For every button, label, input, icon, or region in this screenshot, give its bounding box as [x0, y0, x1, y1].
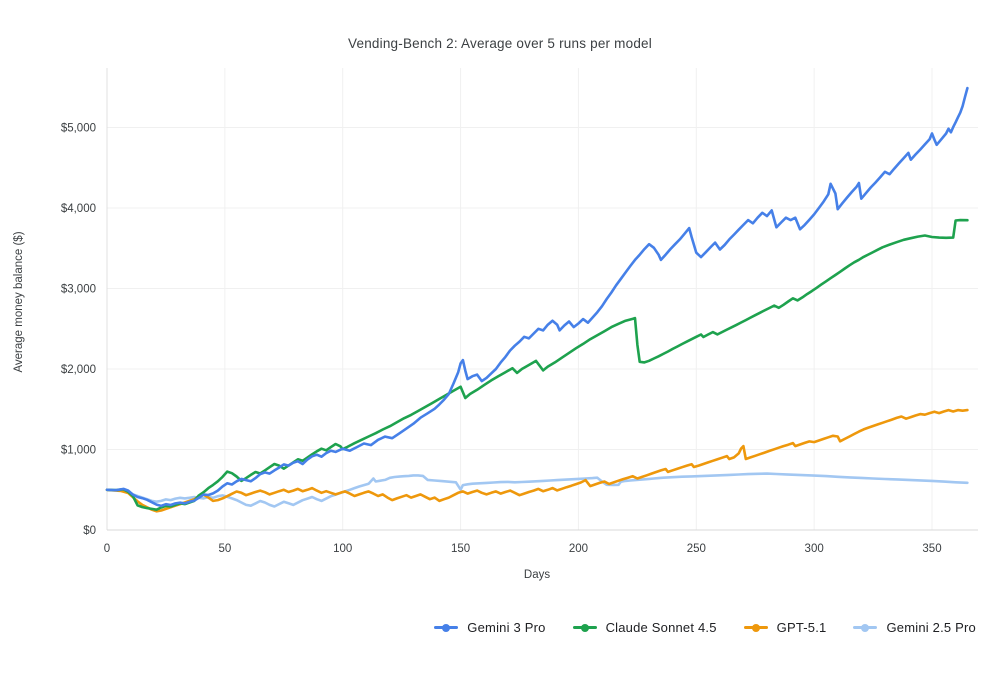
- legend-label: Gemini 2.5 Pro: [886, 620, 976, 635]
- x-tick-label: 300: [805, 543, 824, 555]
- y-tick-label: $5,000: [61, 123, 96, 135]
- series-line-gpt-5-1: [105, 408, 969, 513]
- tick-labels: 0 50 100 150 200 250 300 350 $0 $1,000 $2,000 $3,00…: [61, 123, 942, 556]
- legend-label: GPT-5.1: [776, 620, 827, 635]
- chart-title: Vending-Bench 2: Average over 5 runs per…: [348, 36, 652, 51]
- legend-item-gemini-2-5-pro: Gemini 2.5 Pro: [853, 620, 976, 635]
- gridlines: [107, 68, 978, 530]
- x-tick-label: 200: [569, 543, 588, 555]
- series-line-claude-sonnet-4-5: [105, 218, 969, 512]
- x-tick-label: 150: [451, 543, 470, 555]
- axis-lines: [106, 68, 978, 531]
- y-tick-label: $2,000: [61, 364, 96, 376]
- x-tick-label: 350: [922, 543, 941, 555]
- legend-marker-icon: [743, 623, 768, 632]
- y-tick-label: $3,000: [61, 284, 96, 296]
- x-tick-label: 50: [218, 543, 231, 555]
- legend-item-claude-sonnet-4-5: Claude Sonnet 4.5: [572, 620, 717, 635]
- legend-marker-icon: [434, 623, 459, 632]
- y-tick-label: $0: [83, 525, 96, 537]
- x-tick-label: 0: [104, 543, 110, 555]
- legend-label: Gemini 3 Pro: [467, 620, 546, 635]
- y-tick-label: $1,000: [61, 445, 96, 457]
- y-axis-title: Average money balance ($): [13, 231, 25, 373]
- legend-dot-icon: [580, 623, 589, 632]
- series-line-gemini-2-5-pro: [105, 472, 969, 508]
- legend-item-gpt-5-1: GPT-5.1: [743, 620, 827, 635]
- x-axis-title: Days: [523, 569, 551, 581]
- legend-marker-icon: [572, 623, 597, 632]
- legend-label: Claude Sonnet 4.5: [605, 620, 717, 635]
- legend-dot-icon: [751, 623, 760, 632]
- chart-legend: Gemini 3 Pro Claude Sonnet 4.5 GPT-5.1 Gemi…: [434, 620, 976, 635]
- legend-dot-icon: [442, 623, 451, 632]
- x-tick-label: 250: [687, 543, 706, 555]
- x-tick-label: 100: [333, 543, 352, 555]
- legend-dot-icon: [861, 623, 870, 632]
- legend-marker-icon: [853, 623, 878, 632]
- series-lines: [105, 86, 969, 513]
- y-tick-label: $4,000: [61, 203, 96, 215]
- y-axis-title-wrap: Average money balance ($): [9, 172, 27, 432]
- series-line-gemini-3-pro: [105, 86, 969, 508]
- legend-item-gemini-3-pro: Gemini 3 Pro: [434, 620, 545, 635]
